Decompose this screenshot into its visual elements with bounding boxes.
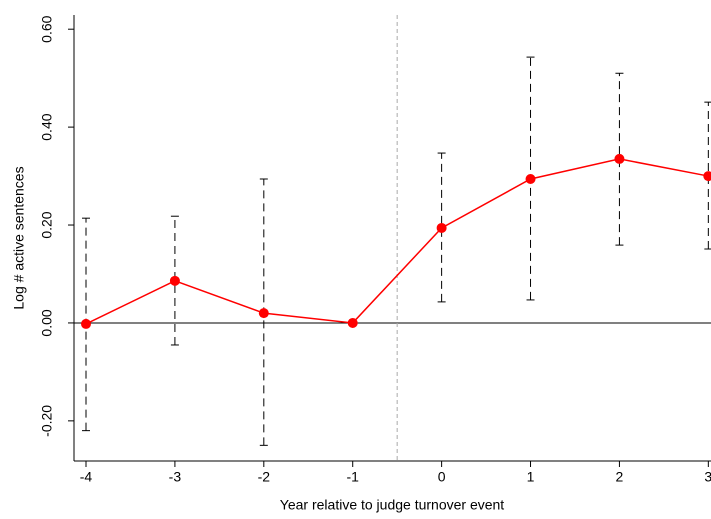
y-axis-label: Log # active sentences <box>11 166 27 309</box>
point <box>614 153 625 164</box>
point <box>169 275 180 286</box>
y-tick-label: 0.20 <box>39 211 55 238</box>
x-tick-label: 0 <box>438 469 446 485</box>
point <box>436 222 447 233</box>
y-tick-label: 0.00 <box>39 309 55 336</box>
x-tick-label: -1 <box>346 469 359 485</box>
point <box>258 308 269 319</box>
point <box>525 174 536 185</box>
y-tick-label: 0.60 <box>39 15 55 42</box>
x-tick-label: 3 <box>704 469 711 485</box>
x-axis-label: Year relative to judge turnover event <box>280 497 505 513</box>
x-tick-label: -4 <box>80 469 93 485</box>
y-tick-label: -0.20 <box>39 405 55 437</box>
x-tick-label: -3 <box>169 469 182 485</box>
point <box>81 318 92 329</box>
point <box>347 317 358 328</box>
x-tick-label: 2 <box>616 469 624 485</box>
line <box>85 158 709 325</box>
point <box>703 171 711 182</box>
x-tick-label: -2 <box>258 469 271 485</box>
x-tick-label: 1 <box>527 469 535 485</box>
y-tick-label: 0.40 <box>39 113 55 140</box>
